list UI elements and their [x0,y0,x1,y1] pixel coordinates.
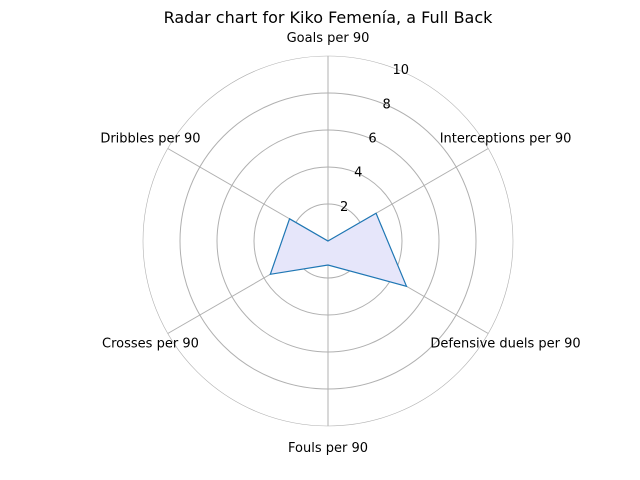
data-layer [270,213,406,286]
category-label-3: Fouls per 90 [288,441,368,456]
category-label-4: Crosses per 90 [102,337,199,352]
category-label-5: Dribbles per 90 [100,132,200,147]
tick-label-6: 6 [368,131,376,146]
chart-title: Radar chart for Kiko Femenía, a Full Bac… [164,8,494,27]
series-polygon-0 [270,213,406,286]
category-label-0: Goals per 90 [287,31,370,46]
tick-label-10: 10 [393,63,410,78]
category-label-2: Defensive duels per 90 [430,337,580,352]
tick-label-8: 8 [382,97,390,112]
category-label-1: Interceptions per 90 [440,132,572,147]
tick-label-2: 2 [340,200,348,215]
tick-label-4: 4 [354,166,362,181]
